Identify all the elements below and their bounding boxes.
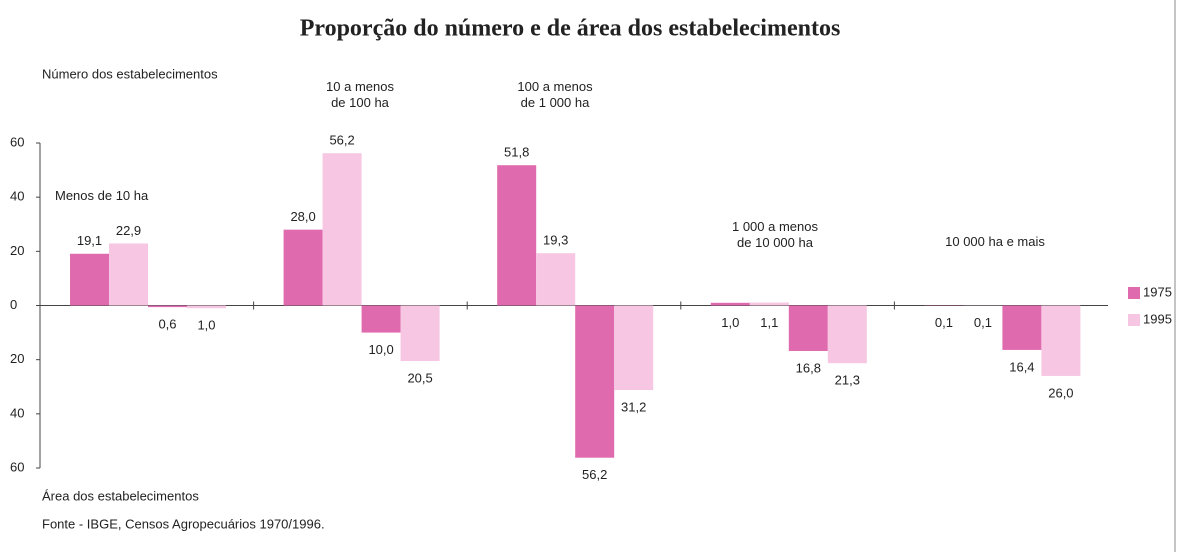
- y-label-bottom: Área dos estabelecimentos: [42, 488, 199, 503]
- category-label: 1 000 a menos de 10 000 ha: [732, 219, 819, 250]
- bar: [1041, 305, 1081, 376]
- category-label: 10 a menos de 100 ha: [326, 79, 394, 110]
- bar: [187, 305, 226, 309]
- y-tick-label: 20: [10, 243, 24, 258]
- value-label: 20,5: [407, 370, 432, 385]
- value-label: 22,9: [116, 223, 141, 238]
- value-label: 16,8: [796, 360, 821, 375]
- bar: [1002, 305, 1042, 350]
- value-label: 19,3: [543, 233, 568, 248]
- bar: [575, 305, 615, 458]
- value-label: 19,1: [77, 233, 102, 248]
- bar: [283, 229, 323, 306]
- bar: [148, 305, 187, 308]
- value-label: 0,1: [974, 315, 992, 330]
- value-label: 1,1: [760, 315, 778, 330]
- source: Fonte - IBGE, Censos Agropecuários 1970/…: [42, 516, 325, 531]
- category-label: 100 a menos de 1 000 ha: [517, 79, 593, 110]
- y-label-top: Número dos estabelecimentos: [42, 66, 218, 81]
- bar: [109, 243, 148, 306]
- value-label: 1,0: [197, 318, 215, 333]
- bar: [710, 302, 750, 306]
- category-label: Menos de 10 ha: [55, 188, 149, 203]
- y-tick-label: 60: [10, 134, 24, 149]
- bar: [70, 253, 109, 306]
- bar: [536, 253, 576, 306]
- y-tick-label: 20: [10, 351, 24, 366]
- bar: [749, 302, 789, 306]
- value-label: 56,2: [582, 467, 607, 482]
- value-label: 51,8: [504, 145, 529, 160]
- bar: [322, 153, 362, 306]
- value-label: 21,3: [835, 373, 860, 388]
- y-tick-label: 40: [10, 189, 24, 204]
- category-label: 10 000 ha e mais: [945, 234, 1045, 249]
- legend-swatch: [1128, 287, 1140, 299]
- value-label: 0,1: [935, 315, 953, 330]
- value-label: 26,0: [1048, 385, 1073, 400]
- value-label: 1,0: [721, 315, 739, 330]
- value-label: 0,6: [158, 317, 176, 332]
- chart-title: Proporção do número e de área dos estabe…: [300, 16, 841, 42]
- y-tick-label: 0: [10, 297, 17, 312]
- legend-label: 1975: [1143, 284, 1172, 299]
- y-tick-label: 40: [10, 405, 24, 420]
- bar: [788, 305, 828, 351]
- value-label: 28,0: [290, 209, 315, 224]
- legend-swatch: [1128, 314, 1140, 326]
- value-label: 16,4: [1009, 359, 1034, 374]
- value-label: 10,0: [368, 342, 393, 357]
- bar: [497, 165, 537, 306]
- bar: [827, 305, 867, 364]
- bar: [614, 305, 654, 390]
- y-tick-label: 60: [10, 459, 24, 474]
- bar: [361, 305, 401, 333]
- value-label: 31,2: [621, 399, 646, 414]
- legend-label: 1995: [1143, 311, 1172, 326]
- value-label: 56,2: [329, 133, 354, 148]
- bar: [400, 305, 440, 362]
